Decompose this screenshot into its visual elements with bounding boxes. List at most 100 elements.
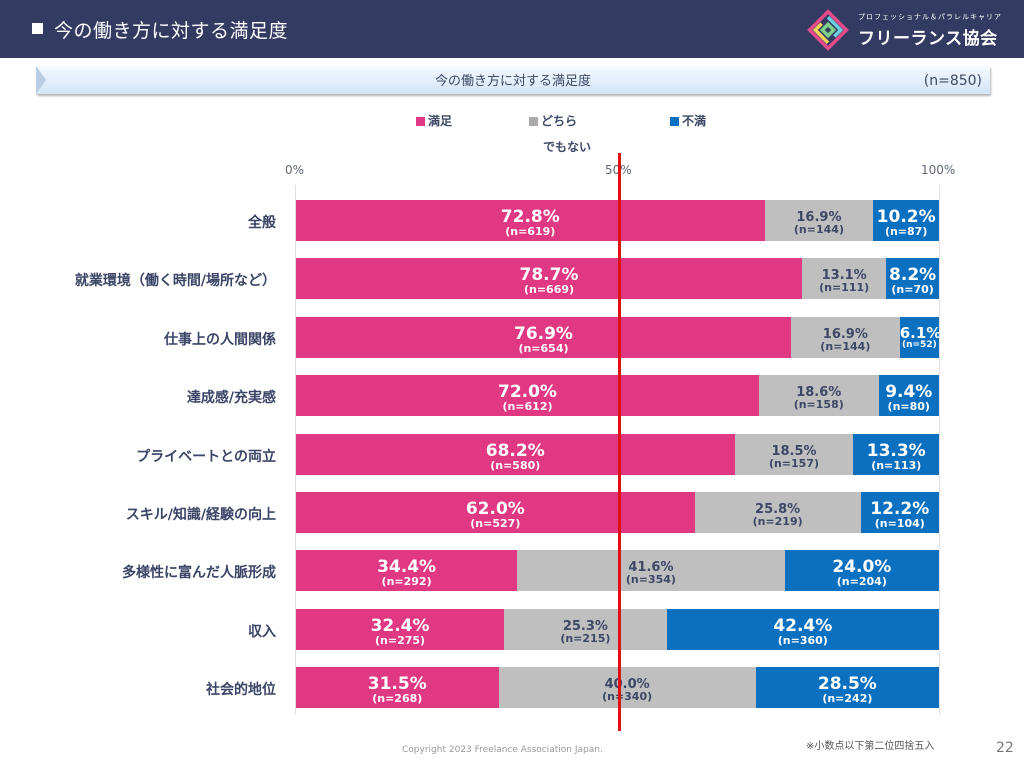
- data-label-percent: 25.3%: [562, 618, 608, 634]
- page-number: 22: [996, 740, 1014, 756]
- data-label-percent: 24.0%: [832, 557, 892, 578]
- logo-subtitle: プロフェッショナル＆パラレルキャリア: [858, 13, 1002, 21]
- data-label-percent: 25.8%: [755, 502, 801, 517]
- data-label-percent: 12.2%: [870, 499, 930, 519]
- bar-segment-neutral: 25.8% (n=219): [694, 492, 861, 533]
- data-label-percent: 28.5%: [817, 674, 877, 695]
- category-label: 多様性に富んだ人脈形成: [122, 565, 276, 582]
- chart-title: 今の働き方に対する満足度: [434, 74, 591, 89]
- data-label-percent: 13.1%: [821, 268, 867, 284]
- bar-segment-dissatisfied: 24.0% (n=204): [784, 550, 939, 592]
- data-label-percent: 9.4%: [885, 382, 933, 403]
- reference-line-50: [618, 153, 621, 731]
- bar-segment-dissatisfied: 6.1% (n=52): [899, 316, 939, 358]
- category-label: 達成感/充実感: [186, 390, 276, 407]
- legend-dissatisfied: 不満: [670, 112, 706, 129]
- bar-segment-neutral: 18.6% (n=158): [758, 375, 879, 417]
- data-label-percent: 76.9%: [513, 323, 573, 344]
- legend-swatch-satisfied: [416, 117, 425, 126]
- axis-line-right: [939, 185, 940, 715]
- data-label-percent: 32.4%: [370, 615, 430, 636]
- bar-segment-satisfied: 62.0% (n=527): [296, 492, 695, 533]
- data-label-percent: 18.6%: [796, 385, 842, 401]
- data-label-count: (n=612): [502, 400, 553, 414]
- category-label: 就業環境（働く時間/場所など）: [74, 273, 276, 290]
- bar-segment-satisfied: 68.2% (n=580): [296, 433, 735, 475]
- data-label-count: (n=158): [793, 398, 844, 412]
- legend-label-neutral-1: どちら: [541, 114, 578, 128]
- category-label: 全般: [248, 215, 276, 231]
- data-label-count: (n=80): [887, 400, 930, 414]
- bar-segment-dissatisfied: 10.2% (n=87): [873, 200, 939, 241]
- logo-mark-icon: [807, 9, 849, 51]
- data-label-count: (n=619): [505, 225, 556, 238]
- legend-neutral: どちら: [529, 112, 577, 129]
- data-label-count: (n=275): [375, 633, 426, 647]
- chart-title-banner: 今の働き方に対する満足度 (n=850): [36, 66, 990, 94]
- data-label-count: (n=144): [793, 223, 844, 236]
- data-label-count: (n=219): [752, 515, 803, 528]
- category-label: 仕事上の人間関係: [164, 331, 276, 348]
- data-label-count: (n=292): [381, 575, 432, 589]
- data-label-count: (n=144): [820, 339, 871, 353]
- data-label-count: (n=87): [884, 225, 928, 238]
- category-label: 収入: [248, 623, 276, 640]
- bar-segment-neutral: 41.6% (n=354): [517, 550, 785, 592]
- bar-segment-satisfied: 78.7% (n=669): [296, 258, 803, 300]
- data-label-percent: 6.1%: [899, 323, 939, 342]
- data-label-percent: 42.4%: [773, 615, 833, 636]
- bar-segment-dissatisfied: 42.4% (n=360): [666, 608, 939, 650]
- data-label-percent: 13.3%: [866, 440, 926, 461]
- rounding-note: ※小数点以下第二位四捨五入: [806, 741, 935, 752]
- legend-swatch-neutral: [529, 117, 538, 126]
- bar-segment-satisfied: 72.0% (n=612): [296, 375, 759, 417]
- data-label-percent: 31.5%: [367, 674, 427, 695]
- bar-segment-neutral: 25.3% (n=215): [504, 608, 667, 650]
- data-label-percent: 72.8%: [500, 207, 560, 227]
- square-bullet-icon: [32, 23, 43, 34]
- data-label-count: (n=215): [560, 631, 611, 645]
- bar-segment-satisfied: 72.8% (n=619): [296, 200, 765, 241]
- slide-title: 今の働き方に対する満足度: [54, 20, 289, 42]
- data-label-count: (n=157): [768, 456, 820, 470]
- axis-line-left: [295, 185, 296, 715]
- data-label-count: (n=354): [625, 573, 676, 587]
- data-label-count: (n=580): [490, 458, 541, 472]
- data-label-percent: 62.0%: [465, 499, 525, 519]
- data-label-count: (n=340): [602, 690, 653, 704]
- data-label-percent: 68.2%: [485, 440, 545, 461]
- bar-segment-neutral: 13.1% (n=111): [802, 258, 887, 300]
- category-label: 社会的地位: [206, 682, 276, 699]
- bar-segment-neutral: 16.9% (n=144): [790, 316, 900, 358]
- data-label-count: (n=70): [891, 283, 934, 297]
- data-label-percent: 78.7%: [519, 265, 579, 286]
- data-label-count: (n=111): [819, 281, 870, 295]
- legend-label-satisfied: 満足: [428, 114, 453, 128]
- data-label-count: (n=654): [518, 341, 569, 355]
- data-label-count: (n=360): [777, 633, 828, 647]
- data-label-percent: 34.4%: [377, 557, 437, 578]
- logo-name: フリーランス協会: [858, 29, 998, 49]
- sample-size: (n=850): [923, 73, 982, 89]
- axis-tick-0: 0%: [285, 163, 305, 177]
- data-label-percent: 10.2%: [876, 207, 936, 227]
- bar-segment-satisfied: 76.9% (n=654): [296, 316, 791, 358]
- bar-segment-neutral: 16.9% (n=144): [764, 200, 874, 241]
- data-label-percent: 8.2%: [889, 265, 937, 286]
- data-label-count: (n=204): [836, 575, 887, 589]
- data-label-percent: 40.0%: [604, 677, 650, 693]
- bar-segment-satisfied: 31.5% (n=268): [296, 667, 499, 709]
- data-label-percent: 18.5%: [771, 443, 817, 459]
- data-label-count: (n=113): [871, 458, 922, 472]
- bar-segment-dissatisfied: 8.2% (n=70): [886, 258, 939, 300]
- data-label-percent: 16.9%: [822, 326, 868, 342]
- bar-segment-dissatisfied: 13.3% (n=113): [853, 433, 939, 475]
- bar-segment-dissatisfied: 12.2% (n=104): [860, 492, 939, 533]
- legend-swatch-dissatisfied: [670, 117, 679, 126]
- axis-tick-100: 100%: [921, 163, 956, 177]
- category-label: プライベートとの両立: [136, 448, 276, 465]
- category-label: スキル/知識/経験の向上: [125, 507, 276, 523]
- data-label-count: (n=52): [902, 339, 937, 350]
- legend-satisfied: 満足: [416, 112, 452, 129]
- data-label-count: (n=268): [372, 692, 423, 706]
